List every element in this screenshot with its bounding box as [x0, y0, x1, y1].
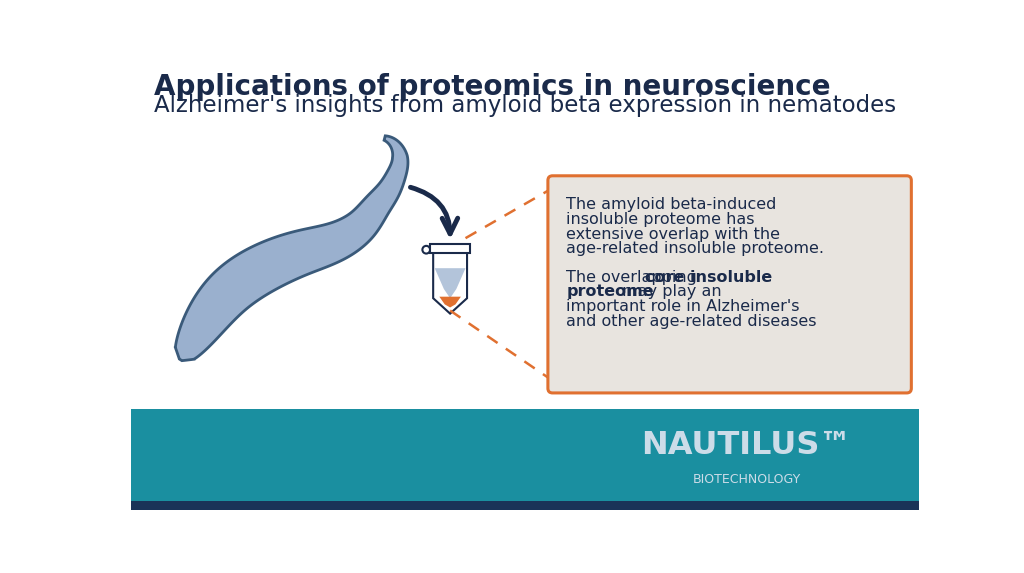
- Polygon shape: [439, 297, 461, 308]
- Text: important role in Alzheimer's: important role in Alzheimer's: [566, 299, 800, 314]
- FancyBboxPatch shape: [548, 176, 911, 393]
- Text: age-related insoluble proteome.: age-related insoluble proteome.: [566, 241, 824, 256]
- Bar: [430, 244, 470, 253]
- Text: NAUTILUS™: NAUTILUS™: [641, 430, 852, 461]
- Text: may play an: may play an: [617, 284, 722, 299]
- Text: extensive overlap with the: extensive overlap with the: [566, 226, 780, 242]
- Bar: [131, 501, 920, 510]
- Text: Alzheimer's insights from amyloid beta expression in nematodes: Alzheimer's insights from amyloid beta e…: [154, 94, 896, 117]
- Circle shape: [422, 246, 430, 254]
- Text: core insoluble: core insoluble: [645, 270, 772, 285]
- Text: The overlapping: The overlapping: [566, 270, 702, 285]
- Text: The amyloid beta-induced: The amyloid beta-induced: [566, 197, 777, 213]
- Text: Applications of proteomics in neuroscience: Applications of proteomics in neuroscien…: [154, 73, 830, 101]
- Polygon shape: [175, 136, 408, 360]
- Text: BIOTECHNOLOGY: BIOTECHNOLOGY: [692, 473, 801, 486]
- Polygon shape: [435, 268, 466, 298]
- Text: insoluble proteome has: insoluble proteome has: [566, 212, 755, 227]
- Text: and other age-related diseases: and other age-related diseases: [566, 313, 817, 329]
- Text: proteome: proteome: [566, 284, 654, 299]
- Bar: [131, 409, 920, 510]
- Polygon shape: [433, 253, 467, 313]
